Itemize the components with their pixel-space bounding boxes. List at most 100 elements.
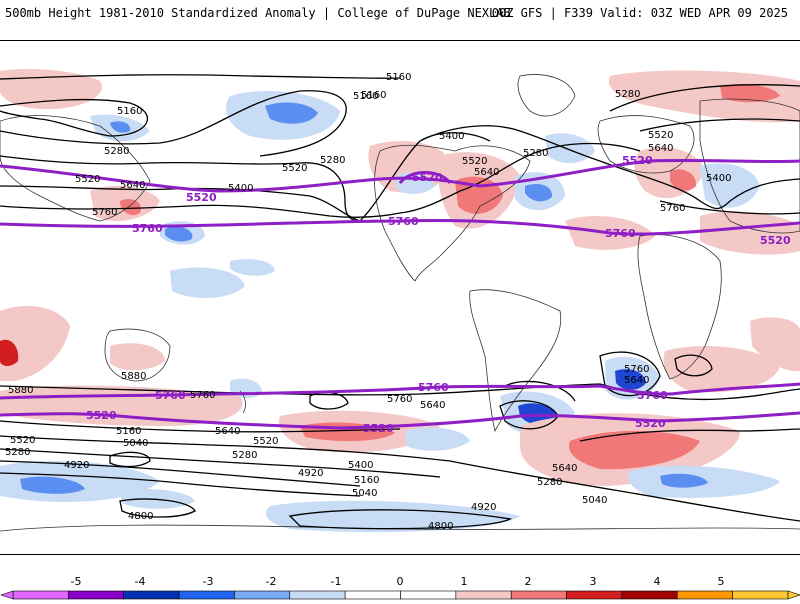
height-contour	[0, 472, 361, 497]
anomaly-positive-area	[663, 346, 780, 393]
contour-label-purple: 5760	[637, 389, 668, 402]
contour-label: 5880	[121, 371, 146, 382]
height-contour	[0, 185, 361, 222]
contour-5760-south	[0, 382, 800, 400]
contour-label: 5160	[116, 426, 141, 437]
contour-label: 5520	[253, 436, 278, 447]
colorbar-tick-label: -1	[331, 575, 342, 588]
contour-label-purple: 5520	[760, 234, 791, 247]
colorbar-tick-label: 5	[718, 575, 725, 588]
contour-label: 5880	[8, 385, 33, 396]
colorbar-segment	[566, 590, 623, 600]
anomaly-positive-area	[568, 430, 700, 470]
contour-label: 5760	[660, 203, 685, 214]
contour-label: 5760	[624, 364, 649, 375]
coastlines	[0, 74, 800, 532]
contour-label-purple: 5520	[635, 417, 666, 430]
colorbar-right-arrow	[787, 590, 800, 600]
anomaly-negative-area	[545, 133, 595, 163]
map-title: 500mb Height 1981-2010 Standardized Anom…	[5, 6, 511, 20]
colorbar-svg: -5 -4 -3 -2 -1 0 1 2 3 4 5	[0, 575, 800, 600]
contour-label: 5280	[5, 447, 30, 458]
colorbar-segment	[621, 590, 678, 600]
contour-label: 4800	[428, 521, 453, 532]
contour-label: 5520	[282, 163, 307, 174]
contour-label: 5640	[120, 180, 145, 191]
height-contour	[674, 354, 713, 377]
contour-label-purple: 5760	[605, 227, 636, 240]
height-contour	[609, 84, 800, 112]
height-contour	[599, 351, 661, 397]
contour-label: 5160	[386, 72, 411, 83]
height-contour	[639, 118, 800, 132]
contour-label: 4920	[298, 468, 323, 479]
contour-5760-north	[0, 219, 800, 236]
colorbar-tick-label: -2	[266, 575, 277, 588]
height-contour	[0, 435, 451, 462]
contour-label: 5280	[232, 450, 257, 461]
anomaly-positive-area	[0, 339, 19, 366]
height-contour	[0, 204, 401, 218]
height-contour	[0, 420, 401, 433]
anomaly-positive-area	[608, 70, 800, 123]
height-contour	[504, 380, 576, 402]
coastline-south-america	[469, 289, 562, 433]
height-contour	[119, 498, 196, 518]
height-contour	[0, 383, 601, 396]
height-contour	[0, 155, 361, 222]
anomaly-positive-area	[0, 69, 102, 110]
height-contour	[359, 132, 491, 222]
contour-label-purple: 5520	[86, 409, 117, 422]
anomaly-negative-area	[700, 163, 760, 208]
colorbar: -5 -4 -3 -2 -1 0 1 2 3 4 5	[0, 560, 800, 600]
contour-label: 4800	[128, 511, 153, 522]
height-contour	[0, 460, 361, 487]
contour-label: 5400	[228, 183, 253, 194]
height-contour	[0, 90, 347, 157]
colorbar-segment	[123, 590, 180, 600]
reference-contours	[0, 158, 800, 430]
colorbar-segment	[289, 590, 346, 600]
colorbar-tick-label: -3	[203, 575, 214, 588]
coastline-asia	[0, 115, 151, 222]
contour-label: 5040	[582, 495, 607, 506]
contour-label: 5520	[648, 130, 673, 141]
contour-label: 5280	[523, 148, 548, 159]
contour-label: 5040	[352, 488, 377, 499]
contour-5520-south	[0, 411, 800, 430]
contour-label-purple: 5760	[388, 215, 419, 228]
contour-label-purple: 5520	[622, 154, 653, 167]
anomaly-negative-area	[230, 259, 275, 276]
colorbar-segment	[12, 590, 69, 600]
colorbar-segment	[732, 590, 789, 600]
anomaly-negative-area	[165, 226, 193, 242]
colorbar-segment	[68, 590, 125, 600]
anomaly-negative-area	[265, 102, 318, 124]
contour-label: 5520	[462, 156, 487, 167]
contour-label: 5640	[624, 375, 649, 386]
contour-label: 5520	[10, 435, 35, 446]
header: 500mb Height 1981-2010 Standardized Anom…	[0, 0, 800, 40]
contour-label: 4920	[64, 460, 89, 471]
colorbar-segment	[510, 590, 567, 600]
height-contour	[599, 160, 800, 210]
contour-label: 5400	[706, 173, 731, 184]
contour-label: 5640	[215, 426, 240, 437]
contour-label: 5280	[615, 89, 640, 100]
coastline-europe	[597, 115, 695, 174]
contour-label: 5160	[354, 475, 379, 486]
contour-label: 5040	[123, 438, 148, 449]
contour-label: 5760	[92, 207, 117, 218]
contour-label: 5400	[439, 131, 464, 142]
anomaly-positive-area	[750, 317, 800, 372]
colorbar-tick-label: 2	[525, 575, 532, 588]
anomaly-shading	[0, 69, 800, 533]
height-contour	[419, 125, 601, 162]
contour-label: 5160	[361, 90, 386, 101]
colorbar-segment	[178, 590, 235, 600]
contour-label: 5760	[190, 390, 215, 401]
contour-label: 5640	[552, 463, 577, 474]
colorbar-tick-label: 4	[654, 575, 661, 588]
contour-label: 5160	[353, 91, 378, 102]
anomaly-negative-area	[525, 184, 553, 202]
